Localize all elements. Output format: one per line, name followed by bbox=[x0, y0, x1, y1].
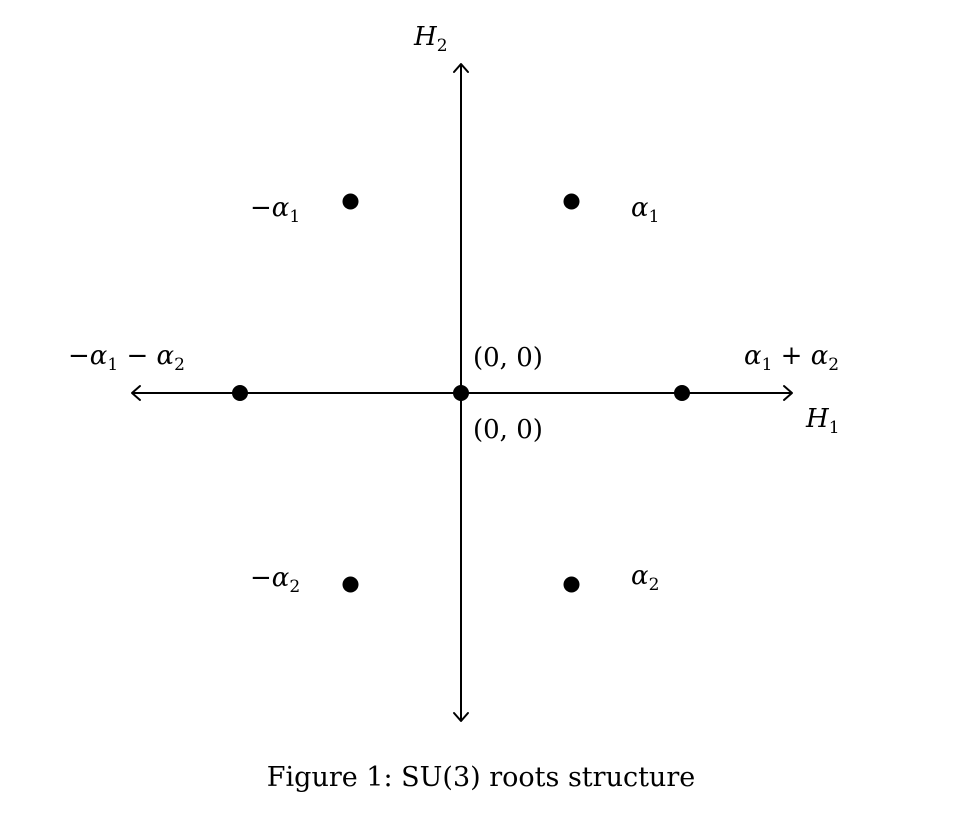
h1-axis-arrow-right bbox=[783, 385, 793, 401]
root-point-alpha1-plus-alpha2 bbox=[674, 385, 690, 401]
root-label-alpha2: α2 bbox=[631, 561, 659, 595]
root-point-neg-alpha1-minus-alpha2 bbox=[232, 385, 248, 401]
root-label-neg-alpha1: −α1 bbox=[250, 193, 300, 227]
root-label-alpha1: α1 bbox=[631, 193, 659, 227]
h1-axis-arrow-left bbox=[131, 385, 141, 401]
h1-axis-label: H1 bbox=[805, 404, 840, 438]
origin-label-lower: (0, 0) bbox=[473, 415, 543, 445]
root-point-alpha1 bbox=[563, 193, 580, 210]
h2-axis-arrow-up bbox=[453, 63, 469, 73]
h2-axis-arrow-down bbox=[453, 712, 469, 722]
root-point-origin bbox=[453, 385, 469, 401]
root-point-neg-alpha2 bbox=[342, 576, 359, 593]
origin-label-upper: (0, 0) bbox=[473, 343, 543, 373]
figure-caption: Figure 1: SU(3) roots structure bbox=[266, 762, 696, 793]
root-point-neg-alpha1 bbox=[342, 193, 359, 210]
root-label-alpha1-plus-alpha2: α1 + α2 bbox=[744, 341, 839, 375]
root-point-alpha2 bbox=[563, 576, 580, 593]
h2-axis-label: H2 bbox=[413, 22, 448, 56]
roots-layer: α1 −α1 α1 + α2 −α1 − α2 α2 −α2 bbox=[68, 193, 839, 597]
root-label-neg-alpha2: −α2 bbox=[250, 563, 300, 597]
root-label-neg-alpha1-minus-alpha2: −α1 − α2 bbox=[68, 341, 185, 375]
